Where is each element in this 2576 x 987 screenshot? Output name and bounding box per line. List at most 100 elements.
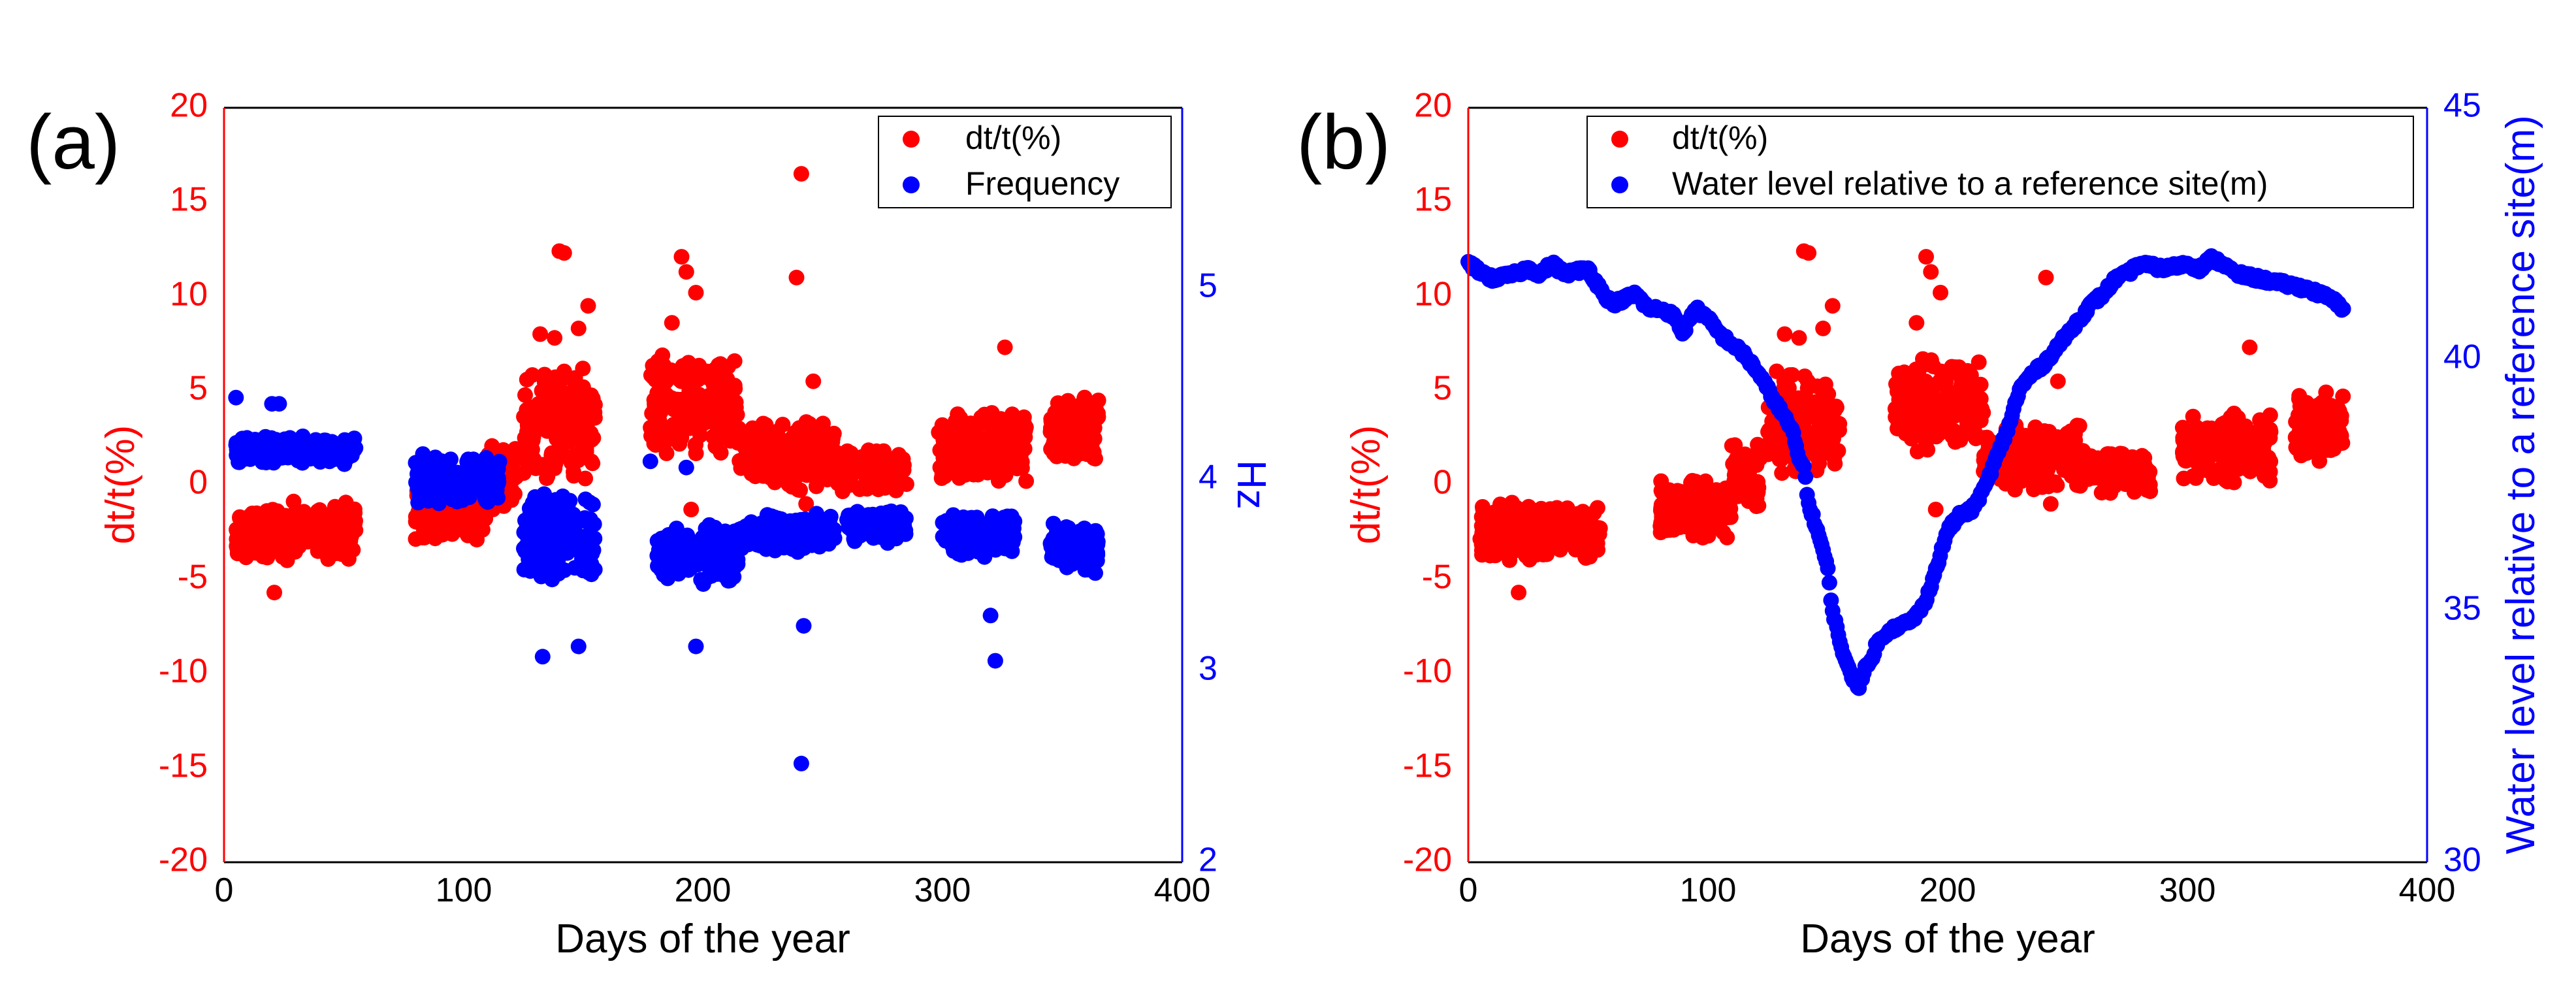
frequency-point [533, 560, 549, 576]
dt-point [2330, 413, 2347, 429]
dt-point [2335, 388, 2351, 404]
frequency-point [465, 451, 481, 468]
frequency-point [693, 572, 709, 588]
dt-point [536, 366, 553, 383]
dt-point [2097, 451, 2114, 468]
dt-point [2075, 443, 2091, 459]
dt-point [1551, 510, 1567, 526]
dt-point [1727, 463, 1743, 479]
dt-point [337, 501, 353, 517]
dt-point [1796, 413, 1812, 429]
frequency-point [703, 544, 719, 560]
dt-point [1554, 524, 1570, 540]
dt-point [1797, 368, 1813, 385]
dt-point [2288, 413, 2304, 430]
dt-point [713, 415, 729, 432]
dt-point [547, 330, 563, 346]
dt-point [713, 429, 729, 445]
dt-point [705, 368, 721, 385]
dt-point [809, 473, 826, 489]
frequency-point [863, 511, 880, 527]
panel-a-legend-dt: dt/t(%) [965, 120, 1061, 156]
dt-point [1567, 538, 1583, 555]
dt-point [769, 423, 786, 440]
dt-point [2006, 450, 2023, 466]
dt-point [577, 470, 594, 487]
panel-b: (b) 20 15 10 5 0 -5 -10 -15 -20 45 40 35… [1296, 87, 2543, 962]
frequency-point [982, 607, 999, 624]
b-xtick: 100 [1680, 871, 1737, 909]
dt-point [2175, 444, 2191, 460]
frequency-point [490, 461, 506, 477]
dt-point [1812, 429, 1829, 445]
dt-point [2330, 400, 2346, 417]
dt-point [688, 285, 704, 300]
dt-point [1921, 384, 1937, 400]
b-y2tick: 45 [2443, 87, 2481, 125]
frequency-point [285, 446, 301, 462]
b-ytick: 20 [1414, 87, 1452, 125]
dt-point [1088, 409, 1104, 425]
dt-point [933, 470, 950, 486]
panel-a-legend-box [878, 116, 1172, 208]
b-ytick: -10 [1403, 653, 1452, 690]
dt-point [681, 355, 697, 371]
frequency-point [517, 538, 534, 555]
panel-b-x-ticks: 0 100 200 300 400 [1459, 871, 2456, 909]
dt-point [288, 517, 304, 533]
dt-point [1777, 326, 1793, 342]
dt-point [643, 428, 659, 444]
panel-a-label: (a) [26, 99, 120, 186]
dt-point [519, 424, 535, 440]
a-y2tick: 5 [1199, 267, 1217, 305]
frequency-point [720, 566, 737, 582]
a-ytick: -10 [159, 653, 208, 690]
dt-point [1073, 411, 1089, 427]
dt-point [687, 402, 703, 419]
dt-point [317, 545, 334, 562]
a-ytick: -5 [178, 558, 208, 596]
frequency-point [710, 532, 726, 548]
dt-point [1582, 549, 1598, 565]
dt-point [2226, 406, 2242, 421]
frequency-point [897, 526, 914, 542]
dt-point [1662, 522, 1678, 538]
dt-point [1760, 424, 1777, 440]
b-y2tick: 35 [2443, 590, 2481, 628]
dt-point [1710, 514, 1726, 530]
dt-point [1683, 475, 1699, 491]
dt-point [1815, 320, 1831, 336]
b-ytick: 5 [1433, 370, 1452, 408]
dt-point [643, 367, 659, 383]
a-y2tick: 2 [1199, 841, 1217, 879]
frequency-point [271, 396, 287, 412]
dt-point [1927, 402, 1943, 418]
panel-b-legend-water-level: Water level relative to a reference site… [1672, 165, 2268, 202]
dt-point [1944, 428, 1960, 444]
dt-point [532, 326, 549, 342]
dt-point [733, 453, 749, 469]
dt-point [867, 460, 883, 476]
dt-point [1824, 438, 1841, 454]
dt-point [1889, 411, 1905, 427]
frequency-point [784, 541, 801, 557]
dt-point [1016, 440, 1032, 456]
dt-point [805, 373, 822, 389]
frequency-point [579, 536, 596, 553]
dt-point [1737, 446, 1753, 462]
dt-point [2025, 481, 2042, 498]
frequency-point [490, 490, 506, 506]
dt-point [802, 434, 818, 451]
dt-point [1067, 441, 1084, 457]
a-ytick: -20 [159, 841, 208, 879]
dt-point [664, 315, 680, 331]
dt-point [860, 442, 877, 459]
dt-point [299, 530, 315, 547]
legend-marker-frequency [903, 176, 920, 193]
frequency-point [1049, 539, 1065, 555]
dt-point [1889, 378, 1905, 394]
dt-point [2333, 428, 2349, 444]
dt-point [296, 504, 312, 520]
dt-point [2186, 427, 2202, 443]
dt-point [764, 436, 780, 452]
